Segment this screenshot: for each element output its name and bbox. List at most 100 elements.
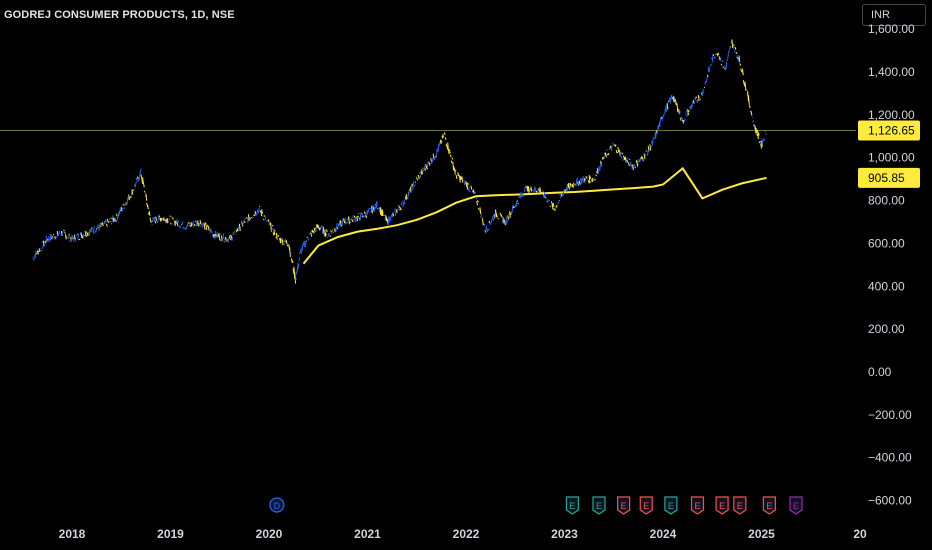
price-segment bbox=[49, 233, 52, 242]
price-segment bbox=[309, 231, 312, 234]
price-segment bbox=[503, 218, 506, 225]
price-segment bbox=[260, 210, 263, 216]
price-segment bbox=[741, 68, 744, 76]
price-segment bbox=[371, 204, 374, 210]
price-segment bbox=[751, 117, 754, 119]
price-segment bbox=[647, 145, 650, 152]
price-segment bbox=[475, 197, 478, 200]
price-segment bbox=[431, 157, 434, 162]
price-segment bbox=[556, 204, 559, 206]
price-segment bbox=[388, 216, 391, 223]
price-segment bbox=[456, 173, 459, 177]
x-tick-label: 2025 bbox=[748, 527, 775, 541]
event-label: E bbox=[719, 501, 725, 511]
price-segment bbox=[334, 227, 336, 232]
price-segment bbox=[198, 222, 201, 227]
price-segment bbox=[687, 108, 689, 116]
price-segment bbox=[349, 219, 351, 222]
earnings-marker bbox=[690, 496, 705, 515]
price-segment bbox=[353, 217, 355, 223]
price-segment bbox=[714, 56, 716, 59]
price-segment bbox=[188, 221, 190, 224]
chart-title: GODREJ CONSUMER PRODUCTS, 1D, NSE bbox=[4, 9, 235, 21]
price-segment bbox=[526, 185, 529, 192]
price-segment bbox=[202, 222, 204, 229]
price-segment bbox=[455, 174, 458, 180]
price-segment bbox=[441, 135, 444, 139]
price-segment bbox=[73, 234, 76, 240]
price-segment bbox=[723, 65, 725, 68]
currency-selector[interactable]: INR bbox=[862, 4, 926, 26]
price-segment bbox=[673, 95, 675, 103]
price-segment bbox=[533, 186, 536, 192]
price-segment bbox=[546, 198, 549, 203]
price-segment bbox=[335, 230, 337, 233]
price-segment bbox=[353, 215, 356, 218]
price-segment bbox=[341, 218, 344, 227]
price-segment bbox=[346, 221, 349, 224]
price-segment bbox=[591, 177, 594, 182]
price-segment bbox=[117, 212, 120, 218]
price-segment bbox=[211, 233, 214, 237]
price-segment bbox=[711, 53, 714, 63]
price-segment bbox=[569, 182, 572, 188]
price-segment bbox=[459, 175, 462, 180]
price-segment bbox=[405, 193, 408, 200]
price-segment bbox=[495, 213, 498, 218]
price-segment bbox=[141, 178, 144, 184]
price-segment bbox=[474, 191, 477, 194]
price-segment bbox=[384, 218, 386, 221]
price-segment bbox=[586, 176, 588, 180]
price-segment bbox=[221, 239, 224, 242]
price-segment bbox=[529, 188, 532, 191]
event-label: E bbox=[569, 501, 575, 511]
price-segment bbox=[628, 162, 630, 167]
price-segment bbox=[605, 149, 608, 152]
price-segment bbox=[356, 216, 359, 222]
price-segment bbox=[413, 184, 416, 187]
price-segment bbox=[231, 236, 234, 240]
price-segment bbox=[419, 174, 422, 179]
price-segment bbox=[739, 63, 742, 66]
price-segment bbox=[243, 221, 246, 224]
price-segment bbox=[680, 116, 683, 120]
price-segment bbox=[646, 151, 649, 156]
price-segment bbox=[56, 230, 59, 237]
price-segment bbox=[397, 207, 400, 210]
price-segment bbox=[69, 237, 72, 240]
price-segment bbox=[676, 103, 679, 113]
price-segment bbox=[186, 222, 189, 228]
price-segment bbox=[519, 192, 522, 199]
price-segment bbox=[198, 222, 200, 225]
price-segment bbox=[312, 230, 315, 234]
price-segment bbox=[752, 119, 755, 123]
price-segment bbox=[61, 230, 64, 235]
price-segment bbox=[262, 215, 264, 217]
price-segment bbox=[632, 163, 635, 167]
price-segment bbox=[112, 218, 115, 223]
price-segment bbox=[656, 125, 659, 135]
price-segment bbox=[636, 159, 639, 167]
price-segment bbox=[111, 215, 114, 221]
price-tag-label: 905.85 bbox=[868, 171, 905, 185]
earnings-marker bbox=[715, 496, 729, 515]
price-segment bbox=[685, 110, 688, 113]
price-segment bbox=[765, 133, 767, 135]
price-segment bbox=[192, 220, 194, 225]
price-segment bbox=[169, 215, 171, 217]
price-segment bbox=[339, 220, 342, 227]
price-segment bbox=[214, 230, 217, 240]
price-segment bbox=[477, 200, 479, 203]
price-segment bbox=[362, 215, 365, 218]
price-segment bbox=[545, 197, 547, 199]
price-segment bbox=[277, 234, 280, 237]
price-segment bbox=[582, 175, 584, 180]
price-segment bbox=[466, 182, 469, 190]
price-segment bbox=[330, 230, 333, 235]
price-segment bbox=[128, 194, 130, 201]
price-segment bbox=[495, 209, 497, 218]
price-segment bbox=[643, 153, 646, 160]
price-segment bbox=[567, 183, 570, 188]
